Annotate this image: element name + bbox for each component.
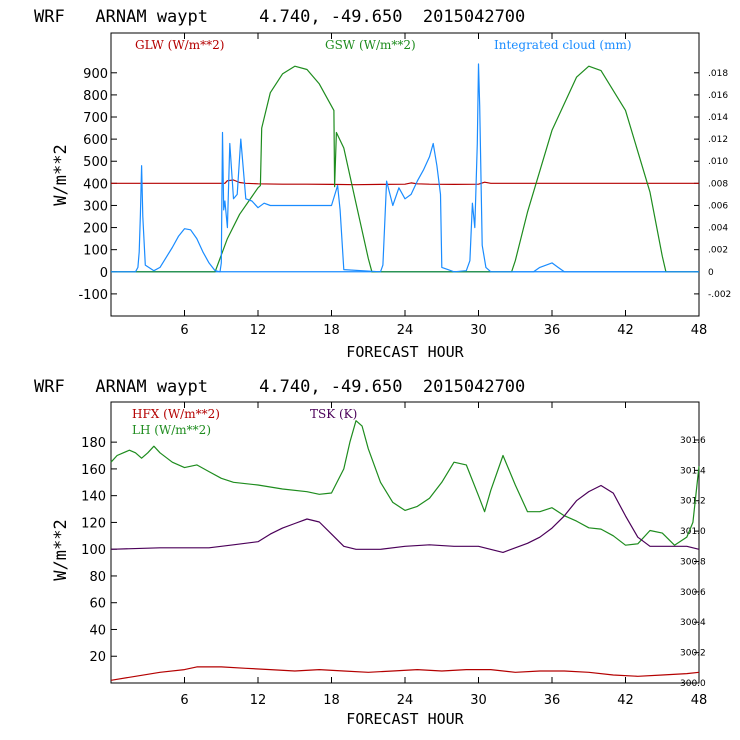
y-tick-label: 300 <box>83 199 108 214</box>
x-tick-label: 36 <box>544 693 561 708</box>
series-line <box>111 65 699 273</box>
x-tick-label: 48 <box>691 693 708 708</box>
axes: 6 12 18 24 30 36 42 48 20 40 60 80 100 120 140 160 180 30… <box>81 402 707 708</box>
right-tick-label: .012 <box>708 135 728 145</box>
right-tick-label: .016 <box>708 91 728 101</box>
x-tick-label: 48 <box>691 323 708 338</box>
right-tick-label: 300.8 <box>680 557 706 567</box>
right-tick-label: .014 <box>708 113 728 123</box>
x-axis-label: FORECAST HOUR <box>346 343 464 361</box>
legend-tsk: TSK (K) <box>310 407 357 421</box>
series-line <box>110 420 700 546</box>
legend-lh: LH (W/m**2) <box>132 423 211 437</box>
right-tick-label: -.002 <box>708 290 731 300</box>
y-tick-label: 140 <box>81 490 106 505</box>
x-tick-label: 12 <box>250 693 267 708</box>
y-tick-label: 0 <box>100 266 108 281</box>
y-tick-label: 800 <box>83 89 108 104</box>
right-tick-label: 301.6 <box>680 436 706 446</box>
x-tick-label: 30 <box>470 323 487 338</box>
y-tick-label: 160 <box>81 463 106 478</box>
y-tick-label: 400 <box>83 177 108 192</box>
y-tick-label: 80 <box>89 570 106 585</box>
x-tick-label: 6 <box>180 693 188 708</box>
right-tick-label: 301.2 <box>680 497 706 507</box>
right-tick-label: 300.0 <box>680 679 706 689</box>
data-series <box>110 420 700 681</box>
x-tick-label: 42 <box>617 323 634 338</box>
right-tick-label: .010 <box>708 157 728 167</box>
series-line <box>111 179 699 186</box>
x-tick-label: 30 <box>470 693 487 708</box>
x-tick-label: 24 <box>397 693 414 708</box>
y-tick-label: 700 <box>83 111 108 126</box>
y-tick-label: 900 <box>83 67 108 82</box>
radiation-panel: WRF ARNAM waypt 4.740, -49.650 201504270… <box>34 7 731 361</box>
right-tick-label: 301.0 <box>680 527 706 537</box>
y-tick-label: 180 <box>81 436 106 451</box>
y-tick-label: 40 <box>89 623 106 638</box>
flux-panel: WRF ARNAM waypt 4.740, -49.650 201504270… <box>34 377 707 728</box>
data-series <box>111 63 699 273</box>
legend-glw: GLW (W/m**2) <box>135 38 224 52</box>
series-line <box>111 63 699 273</box>
y-tick-label: 100 <box>81 543 106 558</box>
right-tick-label: .018 <box>708 69 728 79</box>
x-tick-label: 12 <box>250 323 267 338</box>
right-tick-label: 0 <box>708 268 714 278</box>
right-tick-label: .006 <box>708 201 728 211</box>
y-tick-label: 600 <box>83 133 108 148</box>
right-tick-label: 300.6 <box>680 588 706 598</box>
axes: 6 12 18 24 30 36 42 48 -100 0 100 200 300 400 500 600 70… <box>78 33 731 338</box>
right-tick-label: .002 <box>708 246 728 256</box>
y-tick-label: 100 <box>83 244 108 259</box>
series-line <box>110 666 700 681</box>
x-tick-label: 36 <box>544 323 561 338</box>
y-tick-label: -100 <box>78 288 108 303</box>
x-tick-label: 18 <box>323 323 340 338</box>
series-line <box>110 484 700 554</box>
y-tick-label: 200 <box>83 222 108 237</box>
panel-title: WRF ARNAM waypt 4.740, -49.650 201504270… <box>34 7 525 27</box>
plot-frame <box>110 401 700 684</box>
y-tick-label: 500 <box>83 155 108 170</box>
legend-gsw: GSW (W/m**2) <box>325 38 416 52</box>
x-axis-label: FORECAST HOUR <box>346 710 464 728</box>
x-tick-label: 6 <box>180 323 188 338</box>
x-tick-label: 18 <box>323 693 340 708</box>
y-tick-label: 60 <box>89 597 106 612</box>
y-axis-label: W/m**2 <box>51 144 71 205</box>
x-tick-label: 42 <box>617 693 634 708</box>
right-tick-label: 300.2 <box>680 649 706 659</box>
right-tick-label: .008 <box>708 179 728 189</box>
right-tick-label: 300.4 <box>680 618 706 628</box>
x-tick-label: 24 <box>397 323 414 338</box>
plot-frame <box>110 32 700 317</box>
panel-title: WRF ARNAM waypt 4.740, -49.650 201504270… <box>34 377 525 397</box>
right-tick-label: .004 <box>708 224 728 234</box>
y-axis-label: W/m**2 <box>51 519 71 580</box>
y-tick-label: 20 <box>89 650 106 665</box>
legend-hfx: HFX (W/m**2) <box>132 407 220 421</box>
right-tick-label: 301.4 <box>680 466 706 476</box>
y-tick-label: 120 <box>81 516 106 531</box>
legend-cloud: Integrated cloud (mm) <box>494 38 632 52</box>
